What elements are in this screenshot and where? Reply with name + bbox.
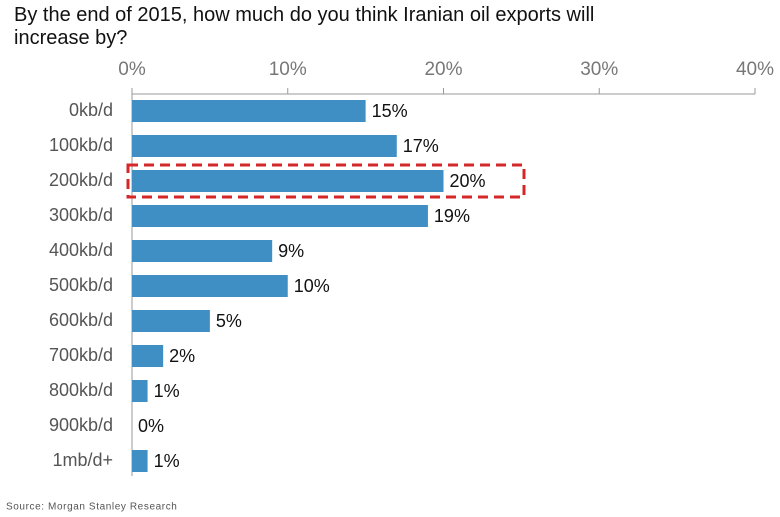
value-label: 17% bbox=[403, 136, 439, 156]
value-label: 5% bbox=[216, 311, 242, 331]
x-tick-label: 30% bbox=[580, 59, 618, 80]
y-tick-label: 300kb/d bbox=[49, 205, 113, 225]
bar bbox=[132, 380, 148, 402]
x-tick-label: 40% bbox=[736, 59, 774, 80]
bar bbox=[132, 275, 288, 297]
y-tick-label: 1mb/d+ bbox=[52, 450, 113, 470]
bar bbox=[132, 450, 148, 472]
y-tick-label: 700kb/d bbox=[49, 345, 113, 365]
bar bbox=[132, 240, 273, 262]
y-tick-label: 900kb/d bbox=[49, 415, 113, 435]
value-label: 20% bbox=[450, 171, 486, 191]
x-tick-label: 20% bbox=[424, 59, 462, 80]
y-tick-label: 0kb/d bbox=[69, 100, 113, 120]
bar bbox=[132, 135, 397, 157]
y-tick-label: 400kb/d bbox=[49, 240, 113, 260]
value-label: 19% bbox=[434, 206, 470, 226]
value-label: 9% bbox=[278, 241, 304, 261]
value-label: 1% bbox=[154, 451, 180, 471]
value-label: 1% bbox=[154, 381, 180, 401]
value-label: 10% bbox=[294, 276, 330, 296]
source-note: Source: Morgan Stanley Research bbox=[6, 502, 177, 513]
y-tick-label: 800kb/d bbox=[49, 380, 113, 400]
bar bbox=[132, 345, 164, 367]
chart-title: By the end of 2015, how much do you thin… bbox=[14, 4, 595, 49]
bar bbox=[132, 170, 444, 192]
y-tick-label: 200kb/d bbox=[49, 170, 113, 190]
x-tick-label: 10% bbox=[269, 59, 307, 80]
value-label: 0% bbox=[138, 416, 164, 436]
y-tick-label: 500kb/d bbox=[49, 275, 113, 295]
value-label: 2% bbox=[169, 346, 195, 366]
bar bbox=[132, 310, 210, 332]
x-tick-label: 0% bbox=[118, 59, 146, 80]
value-label: 15% bbox=[372, 101, 408, 121]
bar bbox=[132, 205, 428, 227]
highlight-box bbox=[126, 163, 526, 199]
bar bbox=[132, 100, 366, 122]
y-tick-label: 100kb/d bbox=[49, 135, 113, 155]
y-tick-label: 600kb/d bbox=[49, 310, 113, 330]
